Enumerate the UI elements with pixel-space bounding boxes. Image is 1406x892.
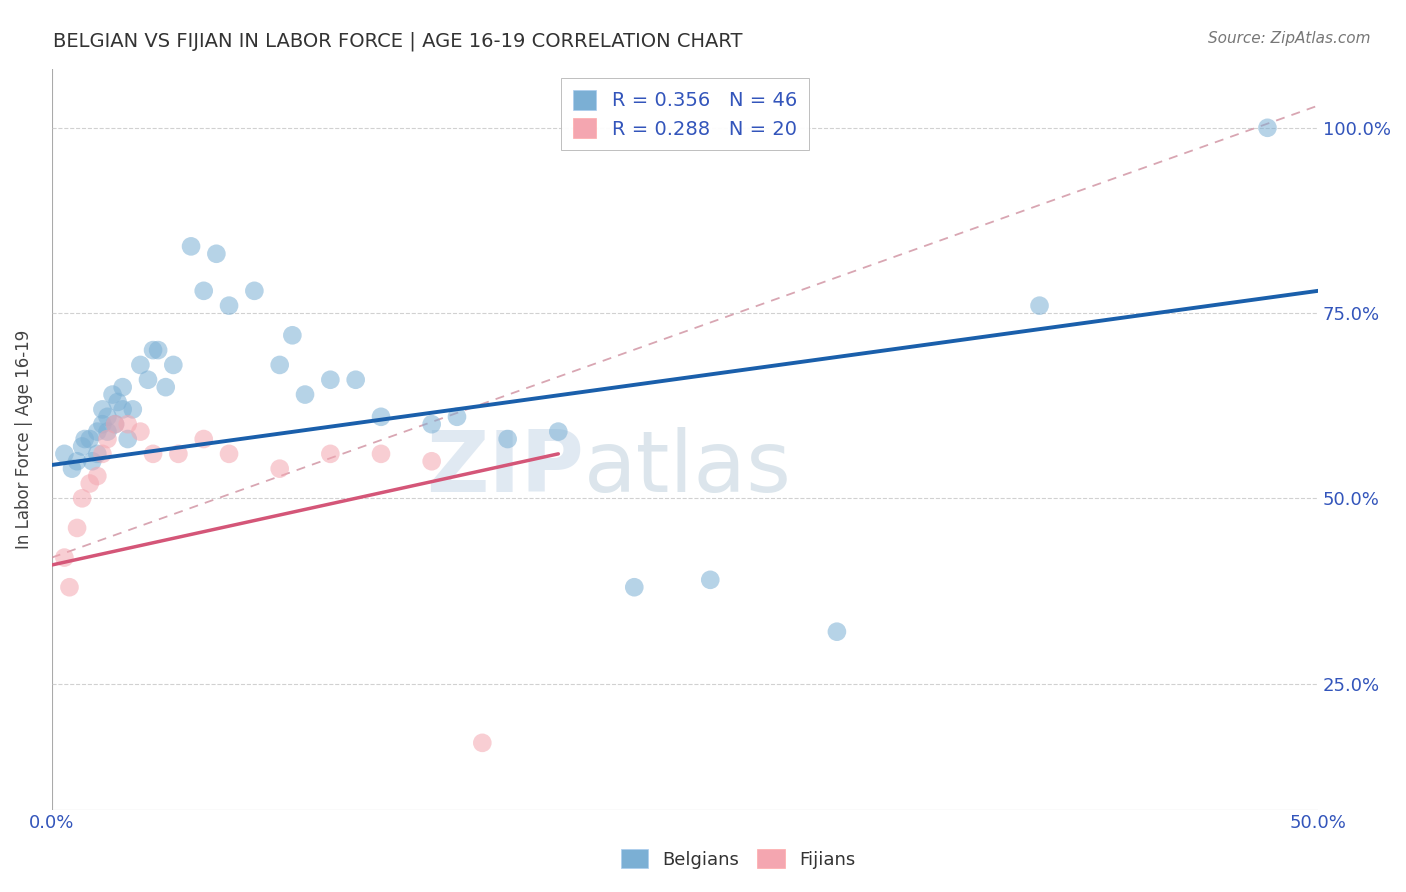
Point [623, 580, 645, 594]
Point [86, 469, 108, 483]
Point [146, 343, 169, 357]
Text: BELGIAN VS FIJIAN IN LABOR FORCE | AGE 16-19 CORRELATION CHART: BELGIAN VS FIJIAN IN LABOR FORCE | AGE 1… [53, 31, 742, 51]
Point [104, 417, 127, 432]
Point [142, 343, 165, 357]
Point [60, 461, 83, 475]
Point [420, 417, 443, 432]
Point [294, 387, 316, 401]
Point [370, 447, 392, 461]
Point [162, 358, 184, 372]
Point [142, 447, 165, 461]
Y-axis label: In Labor Force | Age 16-19: In Labor Force | Age 16-19 [15, 329, 32, 549]
Point [96, 409, 118, 424]
Point [446, 409, 468, 424]
Point [58, 580, 80, 594]
Point [1256, 120, 1278, 135]
Point [79, 476, 101, 491]
Point [129, 358, 152, 372]
Point [136, 373, 159, 387]
Point [218, 299, 240, 313]
Point [117, 432, 139, 446]
Point [91, 402, 114, 417]
Text: Source: ZipAtlas.com: Source: ZipAtlas.com [1208, 31, 1371, 46]
Point [471, 736, 494, 750]
Point [269, 358, 291, 372]
Point [243, 284, 266, 298]
Point [79, 432, 101, 446]
Point [699, 573, 721, 587]
Point [193, 284, 215, 298]
Point [167, 447, 190, 461]
Point [218, 447, 240, 461]
Point [547, 425, 569, 439]
Point [117, 417, 139, 432]
Point [73, 432, 96, 446]
Point [825, 624, 848, 639]
Point [319, 373, 342, 387]
Point [53, 550, 76, 565]
Point [205, 247, 228, 261]
Point [111, 402, 134, 417]
Point [96, 432, 118, 446]
Point [121, 402, 143, 417]
Point [281, 328, 304, 343]
Point [66, 521, 89, 535]
Point [111, 380, 134, 394]
Point [70, 439, 93, 453]
Point [96, 425, 118, 439]
Point [86, 425, 108, 439]
Text: atlas: atlas [583, 427, 792, 510]
Point [91, 417, 114, 432]
Point [82, 454, 104, 468]
Point [66, 454, 89, 468]
Point [91, 447, 114, 461]
Point [129, 425, 152, 439]
Text: ZIP: ZIP [426, 427, 583, 510]
Point [86, 447, 108, 461]
Point [101, 387, 124, 401]
Point [53, 447, 76, 461]
Point [1028, 299, 1050, 313]
Point [155, 380, 177, 394]
Point [344, 373, 367, 387]
Point [107, 395, 129, 409]
Point [104, 417, 127, 432]
Point [70, 491, 93, 506]
Point [269, 461, 291, 475]
Point [420, 454, 443, 468]
Point [180, 239, 202, 253]
Legend: R = 0.356   N = 46, R = 0.288   N = 20: R = 0.356 N = 46, R = 0.288 N = 20 [561, 78, 808, 151]
Point [496, 432, 519, 446]
Point [319, 447, 342, 461]
Point [193, 432, 215, 446]
Point [370, 409, 392, 424]
Legend: Belgians, Fijians: Belgians, Fijians [614, 842, 862, 876]
